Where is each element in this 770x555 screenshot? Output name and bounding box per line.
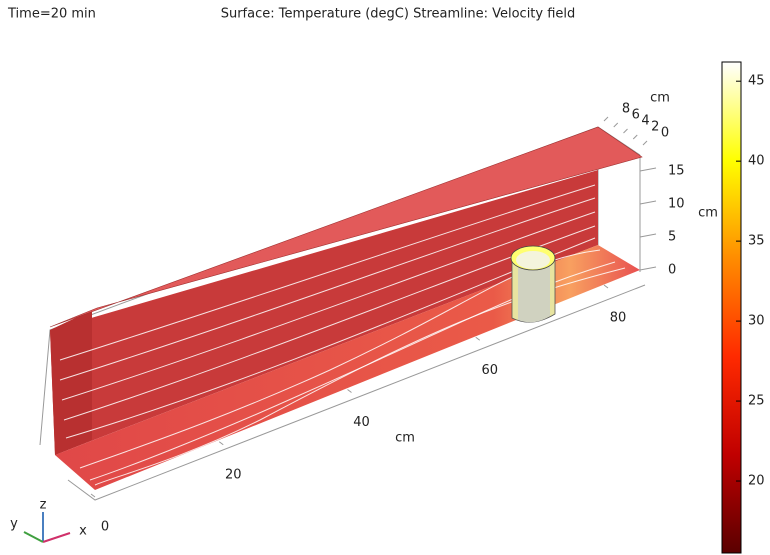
x-tick-label: 20 <box>225 467 242 482</box>
z-tick <box>640 201 656 204</box>
z-tick <box>640 234 656 237</box>
y-tick-label: 4 <box>641 114 649 129</box>
x-axis-label: cm <box>395 431 415 446</box>
x-tick-label: 40 <box>353 415 370 430</box>
x-tick <box>604 285 608 288</box>
triad-label: x <box>79 524 87 539</box>
geometry <box>24 127 645 542</box>
x-tick <box>219 442 223 445</box>
triad-label: y <box>10 517 18 532</box>
chart: Time=20 min Surface: Temperature (degC) … <box>0 0 770 555</box>
x-tick <box>476 337 480 340</box>
y-tick <box>643 141 647 145</box>
colorbar <box>722 62 741 553</box>
x-tick-label: 0 <box>101 520 109 535</box>
y-tick-label: 6 <box>632 108 640 123</box>
chart-subtitle: Surface: Temperature (degC) Streamline: … <box>221 7 576 22</box>
x-tick <box>348 390 352 393</box>
x-tick <box>91 494 95 497</box>
z-tick-label: 15 <box>668 164 685 179</box>
colorbar-tick-label: 45 <box>748 74 765 89</box>
z-tick <box>640 168 656 171</box>
z-tick <box>640 267 656 270</box>
y-tick-label: 0 <box>661 126 669 141</box>
chart-title: Time=20 min <box>7 7 96 22</box>
colorbar-tick-label: 40 <box>748 154 765 169</box>
z-axis-label: cm <box>698 206 718 221</box>
colorbar-tick-label: 25 <box>748 394 765 409</box>
triad-label: z <box>40 498 47 513</box>
y-tick <box>604 117 608 121</box>
colorbar-tick-label: 20 <box>748 474 765 489</box>
y-tick <box>633 135 637 139</box>
colorbar-tick-label: 35 <box>748 234 765 249</box>
y-axis-label: cm <box>650 91 670 106</box>
y-tick-label: 8 <box>622 102 630 117</box>
z-tick-label: 0 <box>668 263 676 278</box>
y-tick-label: 2 <box>651 120 659 135</box>
x-tick-label: 60 <box>481 363 498 378</box>
colorbar-tick-label: 30 <box>748 314 765 329</box>
z-tick-label: 5 <box>668 230 676 245</box>
y-tick <box>624 129 628 133</box>
z-tick-label: 10 <box>668 197 685 212</box>
x-tick-label: 80 <box>610 311 627 326</box>
y-tick <box>614 123 618 127</box>
